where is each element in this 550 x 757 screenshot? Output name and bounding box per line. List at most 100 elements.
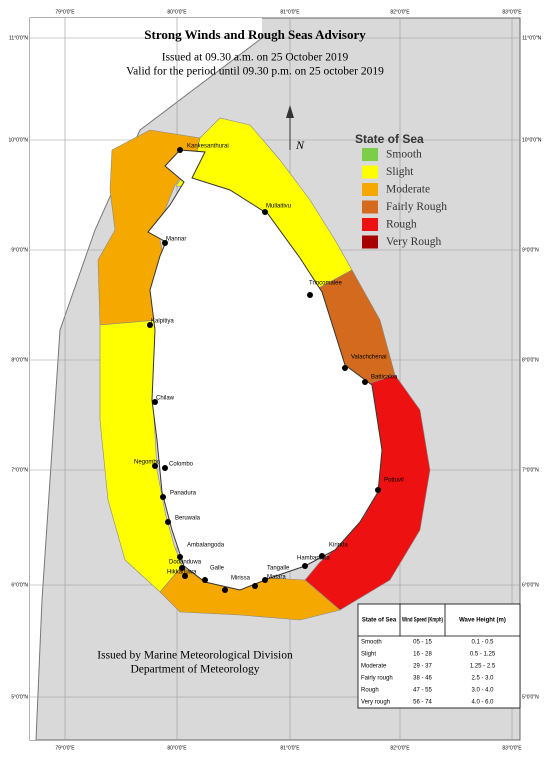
place-dot [152,399,158,405]
lat-label: 7°0'0"N [11,467,28,473]
footer-line: Department of Meteorology [130,664,259,676]
legend-label: Slight [386,166,414,178]
place-dot [179,565,185,571]
legend-label: Smooth [386,149,422,161]
place-dot [307,292,313,298]
table-cell: Rough [361,688,379,694]
table-cell: 29 - 37 [413,664,432,670]
place-label: Batticaloa [371,375,398,381]
lon-label: 79°0'0"E [55,9,75,15]
lon-label: 83°0'0"E [502,9,522,15]
legend-swatch [362,165,378,179]
lat-label: 8°0'0"N [522,357,539,363]
place-label: Pottuvil [384,478,404,484]
table-header: State of Sea [362,618,397,624]
place-dot [152,463,158,469]
place-dot [162,465,168,471]
lon-label: 80°0'0"E [167,745,187,751]
table-cell: Smooth [361,640,382,646]
lat-label: 5°0'0"N [11,694,28,700]
lat-label: 6°0'0"N [522,582,539,588]
legend-title: State of Sea [355,132,424,146]
place-label: Ambalangoda [187,543,225,549]
lat-label: 5°0'0"N [522,694,539,700]
place-label: Valachchenai [351,355,387,361]
place-label: Negombo [134,460,161,466]
footer-line: Issued by Marine Meteorological Division [97,650,293,662]
issued: Issued at 09.30 a.m. on 25 October 2019 [162,52,349,64]
place-dot [147,322,153,328]
table-cell: 2.5 - 3.0 [471,676,494,682]
table-header: Wave Height (m) [459,618,506,624]
place-label: Mullaitivu [266,204,291,210]
place-label: Kalpitiya [151,319,174,325]
place-label: Galle [210,566,225,572]
place-dot [222,587,228,593]
place-label: Colombo [169,462,194,468]
table-cell: 56 - 74 [413,700,432,706]
place-label: Kirinda [329,543,348,549]
lat-label: 10°0'0"N [9,137,29,143]
place-label: Panadura [170,491,197,497]
legend-swatch [362,218,378,231]
lon-label: 82°0'0"E [390,9,410,15]
place-label: Matara [267,575,286,581]
lat-label: 8°0'0"N [11,357,28,363]
legend-label: Rough [386,219,417,231]
place-dot [262,577,268,583]
legend-swatch [362,183,378,196]
legend-label: Moderate [386,184,430,196]
lat-label: 6°0'0"N [11,582,28,588]
place-label: Dodanduwa [169,560,202,566]
legend-swatch [362,235,378,249]
legend-label: Fairly Rough [386,201,447,213]
table-cell: Very rough [361,700,390,706]
lon-label: 81°0'0"E [280,9,300,15]
table-cell: 1.25 - 2.5 [470,664,496,670]
compass [286,105,294,150]
table-cell: 3.0 - 4.0 [471,688,494,694]
table-cell: 47 - 55 [413,688,432,694]
lat-label: 9°0'0"N [522,247,539,253]
place-dot [342,365,348,371]
table-cell: 0.1 - 0.5 [471,640,494,646]
place-label: Tangalle [267,566,290,572]
place-dot [182,573,188,579]
north-label: N [295,138,305,152]
table-cell: 4.0 - 6.0 [471,700,494,706]
place-dot [177,554,183,560]
lon-label: 82°0'0"E [390,745,410,751]
place-dot [252,583,258,589]
lon-label: 80°0'0"E [167,9,187,15]
place-label: Hambantota [297,556,330,562]
place-dot [262,209,268,215]
place-label: Chilaw [156,396,175,402]
place-dot [162,240,168,246]
table-cell: 38 - 46 [413,676,432,682]
valid: Valid for the period until 09.30 p.m. on… [126,66,384,78]
lat-label: 7°0'0"N [522,467,539,473]
lat-label: 11°0'0"N [9,35,28,41]
outside-area [30,18,262,740]
legend-swatch [362,148,378,161]
lon-label: 81°0'0"E [280,745,300,751]
lat-label: 9°0'0"N [11,247,28,253]
place-dot [302,563,308,569]
lon-label: 83°0'0"E [502,745,522,751]
lat-label: 10°0'0"N [522,137,542,143]
place-dot [202,577,208,583]
lon-label: 79°0'0"E [55,745,75,751]
table-header: Wind Speed (Kmph) [402,618,443,624]
place-label: Kankesanthurai [187,144,229,150]
table-cell: 16 - 28 [413,652,432,658]
place-dot [165,519,171,525]
boundary-line [35,37,263,741]
table-cell: Slight [361,652,376,658]
lat-label: 11°0'0"N [522,35,541,41]
place-dot [362,379,368,385]
place-label: Mannar [166,237,186,243]
place-dot [319,553,325,559]
title: Strong Winds and Rough Seas Advisory [144,27,366,42]
table-cell: Fairly rough [361,676,393,682]
